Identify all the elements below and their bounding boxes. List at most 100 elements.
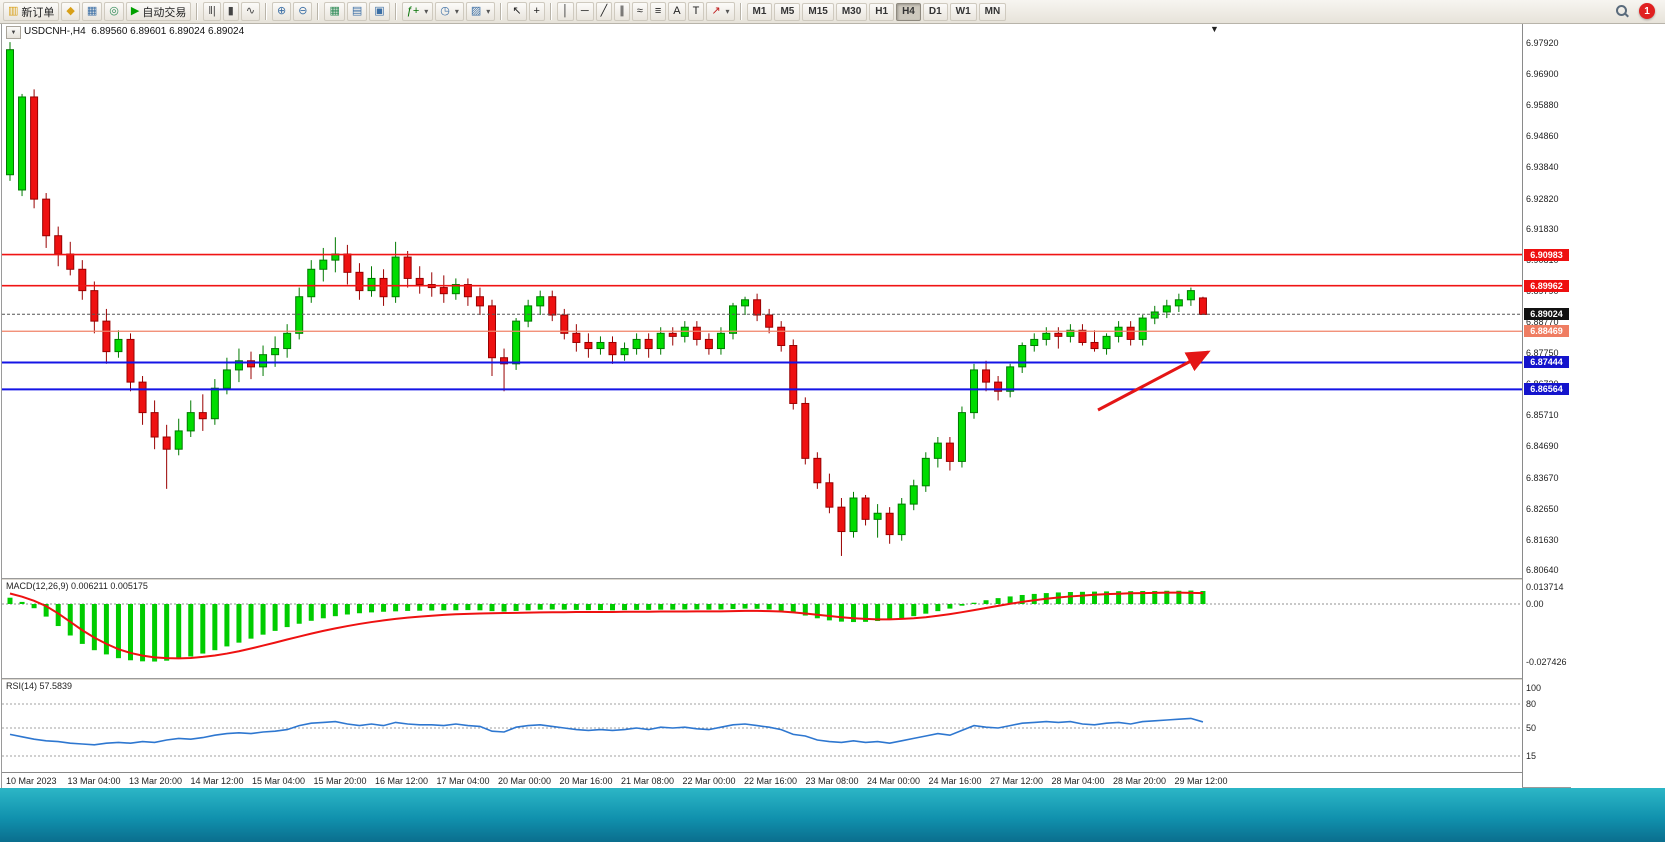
time-axis[interactable]: 10 Mar 2023 13 Mar 04:00 13 Mar 20:00 14 Ma…: [2, 772, 1522, 790]
chart-shift-marker-icon: ▼: [1210, 24, 1219, 34]
macd-bar: [742, 604, 748, 609]
fibonacci-button[interactable]: ≈: [631, 2, 648, 21]
cursor-button[interactable]: ↖: [507, 2, 527, 21]
macd-bar: [224, 604, 230, 647]
candle-up: [295, 296, 304, 334]
rsi-panel[interactable]: [2, 680, 1522, 770]
market-watch-button[interactable]: ▦: [81, 2, 103, 21]
trendline-button[interactable]: ╱: [595, 2, 613, 21]
line-chart-icon: ∿: [245, 5, 256, 17]
zoom-out-button[interactable]: ⊖: [293, 2, 313, 21]
time-axis-label: 28 Mar 20:00: [1113, 776, 1167, 786]
crosshair-button[interactable]: +: [528, 2, 545, 21]
macd-bar: [1079, 591, 1085, 604]
vertical-line-button[interactable]: │: [556, 2, 574, 21]
macd-bar: [983, 600, 989, 604]
candle-up: [6, 49, 14, 176]
periods-button[interactable]: ◷ ▾: [435, 2, 464, 21]
macd-bar: [1019, 594, 1025, 604]
timeframe-button-m5[interactable]: M5: [774, 2, 801, 21]
candle-up: [849, 497, 858, 533]
toolbar-right: 1: [1615, 3, 1655, 19]
autotrading-button[interactable]: ▶ 自动交易: [125, 2, 192, 21]
macd-bar: [1200, 590, 1206, 604]
macd-bar: [525, 604, 531, 611]
search-icon[interactable]: [1615, 4, 1629, 18]
panel-splitter[interactable]: [2, 578, 1570, 580]
macd-bar: [429, 604, 435, 611]
channel-icon: ∥: [619, 5, 625, 17]
price-axis-tick: 6.80640: [1526, 564, 1559, 575]
cycle-lines-button[interactable]: ≡: [649, 2, 667, 21]
line-chart-button[interactable]: ∿: [240, 2, 261, 21]
candle-down: [982, 369, 991, 383]
macd-bar: [320, 604, 326, 619]
templates-button[interactable]: ▨ ▾: [465, 2, 496, 21]
macd-bar: [67, 604, 73, 636]
macd-bar: [646, 604, 652, 610]
time-axis-label: 21 Mar 08:00: [621, 776, 675, 786]
candle-up: [1042, 332, 1051, 340]
timeframe-button-h1[interactable]: H1: [869, 2, 895, 21]
horizontal-line-button[interactable]: ─: [575, 2, 594, 21]
candle-down: [198, 412, 207, 420]
candle-down: [945, 442, 954, 462]
timeframe-button-m15[interactable]: M15: [802, 2, 834, 21]
macd-bar: [694, 604, 700, 610]
candle-down: [837, 506, 846, 533]
one-click-trading-toggle[interactable]: ▼: [6, 26, 21, 39]
macd-bar: [947, 604, 953, 609]
zoom-in-button[interactable]: ⊕: [272, 2, 292, 21]
price-axis-tick: 6.88770: [1526, 317, 1559, 328]
timeframe-button-d1[interactable]: D1: [922, 2, 948, 21]
metaeditor-button[interactable]: ◆: [61, 2, 80, 21]
candle-down: [825, 482, 834, 508]
text-button[interactable]: A: [668, 2, 686, 21]
candle-down: [994, 381, 1003, 392]
macd-bar: [1188, 590, 1194, 604]
time-axis-label: 24 Mar 00:00: [867, 776, 921, 786]
candle-up: [933, 442, 942, 459]
candle-up: [210, 387, 219, 420]
macd-axis-tick: 0.00: [1526, 599, 1544, 609]
shapes-button[interactable]: ↗ ▾: [706, 2, 735, 21]
price-tag-pivot: 6.88469: [1524, 325, 1569, 338]
macd-bar: [911, 604, 917, 617]
time-axis-label: 23 Mar 08:00: [805, 776, 859, 786]
channel-button[interactable]: ∥: [614, 2, 630, 21]
label-button[interactable]: T: [687, 2, 705, 21]
macd-bar: [790, 604, 796, 613]
cascade-windows-button[interactable]: ▤: [346, 2, 368, 21]
indicators-button[interactable]: ƒ+ ▾: [401, 2, 434, 21]
price-axis[interactable]: 6.97920 6.96900 6.95880 6.94860 6.93840 6.928…: [1522, 24, 1571, 787]
candle-up: [729, 305, 737, 334]
candle-down: [584, 341, 593, 350]
candle-down: [1126, 326, 1135, 340]
candle-down: [765, 314, 774, 328]
candlestick-chart-button[interactable]: ▮: [222, 2, 239, 21]
timeframe-button-w1[interactable]: W1: [949, 2, 977, 21]
timeframe-button-mn[interactable]: MN: [978, 2, 1007, 21]
timeframe-button-h4[interactable]: H4: [896, 2, 921, 21]
notification-badge[interactable]: 1: [1639, 3, 1655, 19]
panel-splitter[interactable]: [2, 678, 1570, 680]
price-tag-resistance: 6.90983: [1524, 248, 1569, 261]
text-icon: A: [673, 5, 681, 17]
macd-bar: [272, 604, 278, 631]
autotrading-button-label: 自动交易: [142, 6, 187, 19]
arrange-windows-button[interactable]: ▣: [369, 2, 390, 21]
bar-chart-button[interactable]: ‖|: [203, 2, 221, 21]
tile-windows-button[interactable]: ▦: [324, 2, 345, 21]
candle-up: [957, 412, 966, 462]
timeframe-button-m30[interactable]: M30: [835, 2, 868, 21]
new-order-button[interactable]: ▥ 新订单: [3, 2, 60, 21]
macd-panel[interactable]: [2, 580, 1522, 678]
timeframe-button-m1[interactable]: M1: [746, 2, 773, 21]
trend-arrow-annotation[interactable]: [1097, 350, 1211, 412]
label-icon: T: [692, 5, 700, 17]
main-chart[interactable]: [2, 40, 1522, 578]
strategy-tester-button[interactable]: ◎: [104, 2, 124, 21]
trendline-icon: ╱: [600, 5, 608, 17]
candle-down: [150, 412, 159, 438]
macd-bar: [381, 604, 387, 612]
